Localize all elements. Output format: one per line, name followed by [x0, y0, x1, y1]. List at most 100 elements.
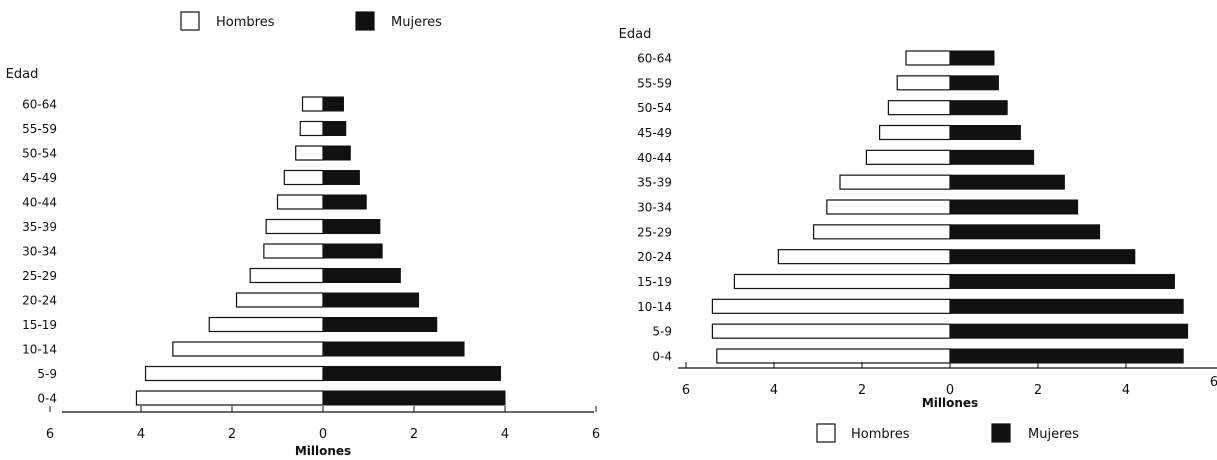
legend-label-mujeres: Mujeres: [1028, 427, 1079, 442]
legend-swatch-hombres: [180, 11, 200, 31]
legend-label-hombres: Hombres: [216, 15, 275, 30]
bar-mujeres: [322, 145, 351, 161]
legend-label-hombres: Hombres: [851, 427, 910, 442]
x-tick-label: 2: [1034, 383, 1042, 398]
bar-mujeres: [322, 341, 465, 357]
x-tick-label: 4: [501, 427, 509, 442]
category-label: 15-19: [22, 318, 57, 332]
x-tick-label: 0: [319, 427, 327, 442]
bar-mujeres: [949, 323, 1189, 339]
category-label: 20-24: [637, 250, 672, 264]
category-label: 30-34: [22, 245, 57, 259]
bar-mujeres: [949, 274, 1175, 289]
bar-hombres: [249, 267, 324, 284]
bar-hombres: [295, 145, 324, 161]
x-tick-label: 4: [137, 427, 145, 442]
bar-mujeres: [322, 96, 344, 112]
bar-hombres: [235, 292, 324, 308]
y-axis-title: Edad: [619, 27, 652, 42]
category-label: 60-64: [637, 52, 672, 66]
x-tick-label: 2: [858, 383, 866, 398]
category-label: 25-29: [637, 225, 672, 239]
bar-mujeres: [949, 249, 1136, 265]
category-label: 45-49: [637, 126, 672, 140]
x-axis-title: Millones: [922, 396, 978, 410]
bar-hombres: [826, 199, 951, 215]
bar-hombres: [865, 149, 951, 165]
category-label: 5-9: [652, 325, 672, 339]
category-label: 0-4: [652, 350, 672, 364]
x-axis-title: Millones: [295, 444, 351, 458]
bar-mujeres: [322, 317, 438, 332]
category-label: 50-54: [637, 101, 672, 115]
x-tick-label: 4: [1122, 383, 1130, 398]
x-tick-label: 6: [682, 383, 690, 398]
category-label: 10-14: [637, 300, 672, 314]
legend-swatch-mujeres: [991, 423, 1011, 443]
bar-mujeres: [949, 298, 1184, 314]
category-label: 60-64: [22, 98, 57, 112]
bar-hombres: [812, 224, 951, 240]
bar-hombres: [711, 323, 951, 339]
bar-hombres: [301, 96, 324, 112]
bar-hombres: [208, 316, 324, 333]
category-label: 55-59: [637, 76, 672, 90]
category-label: 40-44: [22, 196, 57, 210]
category-label: 10-14: [22, 343, 57, 357]
bar-hombres: [283, 169, 324, 186]
bar-mujeres: [949, 50, 995, 66]
bar-hombres: [144, 365, 324, 382]
bar-mujeres: [322, 268, 401, 283]
bar-mujeres: [322, 366, 501, 381]
y-axis-title: Edad: [6, 67, 39, 82]
bar-hombres: [263, 243, 324, 259]
category-label: 25-29: [22, 269, 57, 283]
bar-mujeres: [949, 199, 1079, 215]
legend-label-mujeres: Mujeres: [391, 15, 442, 30]
bar-hombres: [905, 50, 951, 66]
category-label: 30-34: [637, 201, 672, 215]
category-label: 55-59: [22, 122, 57, 136]
bar-mujeres: [322, 219, 381, 234]
bar-mujeres: [322, 243, 383, 259]
bar-hombres: [878, 124, 951, 141]
bar-mujeres: [322, 121, 347, 136]
bar-hombres: [135, 390, 324, 406]
bar-hombres: [887, 100, 951, 116]
bar-hombres: [299, 120, 324, 137]
legend-swatch-hombres: [816, 423, 836, 443]
category-label: 35-39: [637, 176, 672, 190]
bar-mujeres: [949, 125, 1021, 140]
category-label: 35-39: [22, 220, 57, 234]
category-label: 0-4: [37, 392, 57, 406]
x-tick-label: 2: [228, 427, 236, 442]
category-label: 20-24: [22, 294, 57, 308]
bar-hombres: [276, 194, 324, 210]
legend-swatch-mujeres: [355, 11, 375, 31]
category-label: 5-9: [37, 367, 57, 381]
bar-hombres: [265, 218, 324, 235]
bar-mujeres: [949, 149, 1035, 165]
category-label: 15-19: [637, 275, 672, 289]
x-tick-label: 4: [770, 383, 778, 398]
category-label: 50-54: [22, 147, 57, 161]
bar-hombres: [716, 348, 951, 364]
bar-mujeres: [322, 292, 420, 308]
bar-hombres: [839, 174, 951, 190]
bar-mujeres: [322, 390, 506, 406]
bar-mujeres: [949, 100, 1008, 116]
bar-mujeres: [949, 224, 1101, 240]
bar-hombres: [711, 298, 951, 314]
x-tick-label: 6: [592, 427, 600, 442]
bar-hombres: [172, 341, 324, 357]
bar-hombres: [733, 273, 951, 290]
x-tick-label: 2: [410, 427, 418, 442]
x-tick-label: 6: [46, 427, 54, 442]
bar-hombres: [896, 75, 951, 91]
bar-mujeres: [949, 75, 999, 91]
category-label: 40-44: [637, 151, 672, 165]
bar-mujeres: [949, 174, 1065, 190]
bar-mujeres: [322, 170, 360, 185]
x-tick-label: 0: [946, 383, 954, 398]
